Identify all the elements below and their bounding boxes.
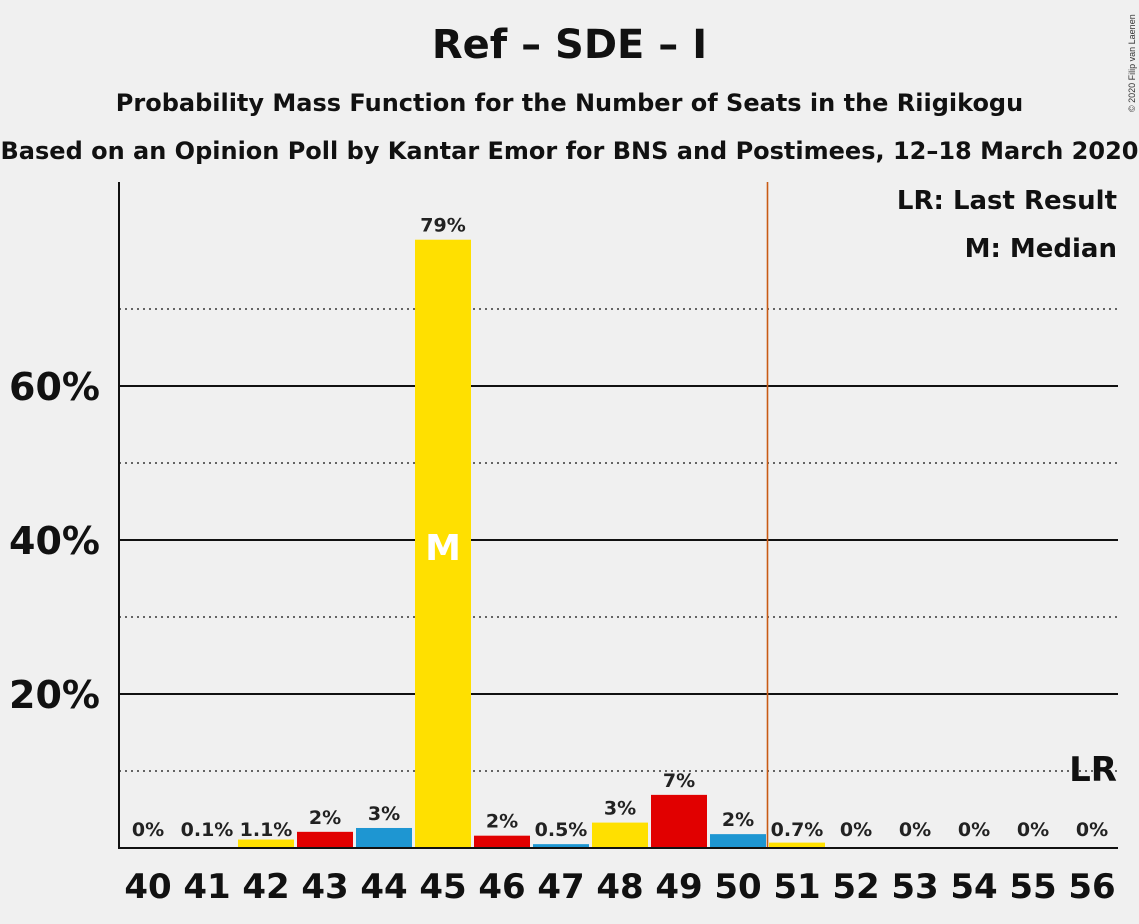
- x-tick-label: 56: [1068, 867, 1115, 907]
- data-label: 7%: [663, 770, 695, 792]
- bar-seat-47: [533, 844, 589, 848]
- chart-title: Ref – SDE – I: [431, 22, 708, 68]
- data-label: 2%: [309, 807, 341, 829]
- bar-seat-51: [769, 842, 825, 848]
- x-tick-label: 53: [891, 867, 938, 907]
- data-label: 0%: [958, 819, 990, 841]
- x-tick-label: 51: [773, 867, 820, 907]
- x-tick-label: 50: [714, 867, 761, 907]
- x-tick-label: 52: [832, 867, 879, 907]
- data-label: 3%: [368, 803, 400, 825]
- median-marker: M: [425, 528, 461, 569]
- x-tick-label: 55: [1009, 867, 1056, 907]
- data-label: 0%: [899, 819, 931, 841]
- legend: LR: Last Result M: Median: [897, 186, 1117, 264]
- bar-seat-43: [297, 831, 353, 848]
- data-label: 0%: [840, 819, 872, 841]
- y-tick-label: 60%: [9, 365, 100, 409]
- bar-seat-46: [474, 835, 530, 848]
- data-label: 0%: [132, 819, 164, 841]
- x-tick-label: 45: [419, 867, 466, 907]
- x-tick-label: 43: [301, 867, 348, 907]
- y-tick-label: 40%: [9, 519, 100, 563]
- bar-seat-42: [238, 839, 294, 848]
- data-label: 3%: [604, 798, 636, 820]
- bar-seat-48: [592, 822, 648, 848]
- data-label: 0.7%: [771, 819, 824, 841]
- x-tick-label: 44: [360, 867, 407, 907]
- data-label: 1.1%: [240, 819, 293, 841]
- x-tick-label: 47: [537, 867, 584, 907]
- data-label: 79%: [420, 215, 465, 237]
- data-label: 0%: [1017, 819, 1049, 841]
- x-tick-label: 41: [183, 867, 230, 907]
- x-tick-label: 46: [478, 867, 525, 907]
- data-label: 0.1%: [181, 819, 234, 841]
- legend-last-result: LR: Last Result: [897, 186, 1117, 216]
- last-result-marker: LR: [1069, 750, 1117, 790]
- x-tick-label: 54: [950, 867, 997, 907]
- bar-seat-50: [710, 834, 766, 848]
- data-labels-group: 0% 0.1% 1.1% 2% 3% 79% 2% 0.5% 3% 7% 2% 0.7% 0% 0% 0% 0…: [132, 215, 1117, 841]
- axes-group: 20% 40% 60% 40 41 42 43 44 45 46 47 48 49 50 51 52 53 54 5…: [9, 182, 1118, 907]
- data-label: 2%: [722, 809, 754, 831]
- bar-seat-49: [651, 794, 707, 848]
- bar-seat-45: [415, 239, 471, 848]
- data-label: 0%: [1076, 819, 1108, 841]
- x-tick-label: 42: [242, 867, 289, 907]
- data-label: 2%: [486, 811, 518, 833]
- y-tick-label: 20%: [9, 673, 100, 717]
- chart-subtitle: Probability Mass Function for the Number…: [115, 89, 1024, 117]
- chart-source-line: Based on an Opinion Poll by Kantar Emor …: [0, 137, 1139, 165]
- data-label: 0.5%: [535, 819, 588, 841]
- bars-group: [179, 239, 825, 848]
- x-tick-label: 40: [124, 867, 171, 907]
- x-tick-label: 49: [655, 867, 702, 907]
- bar-seat-44: [356, 827, 412, 848]
- gridlines: [119, 182, 1118, 848]
- legend-median: M: Median: [965, 234, 1117, 264]
- x-tick-label: 48: [596, 867, 643, 907]
